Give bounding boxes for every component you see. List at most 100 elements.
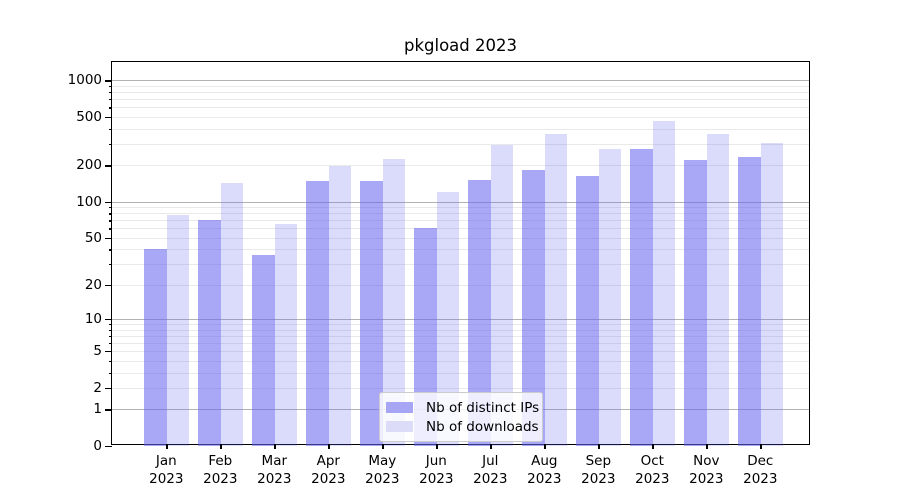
legend-label-distinct-ips: Nb of distinct IPs: [426, 399, 540, 416]
minor-gridline: [112, 329, 809, 331]
y-minor-tick: [108, 143, 112, 146]
bar-distinct-ips-may: [360, 181, 383, 446]
bar-downloads-jun: [436, 191, 460, 446]
y-minor-tick: [108, 128, 112, 130]
bar-downloads-mar: [274, 224, 298, 446]
major-gridline: [112, 80, 809, 82]
y-minor-tick: [108, 92, 112, 94]
minor-gridline: [112, 342, 809, 344]
major-gridline: [112, 201, 809, 203]
minor-gridline: [112, 284, 809, 286]
minor-gridline: [112, 220, 809, 222]
legend-swatch-downloads: [386, 421, 413, 432]
major-gridline: [112, 319, 809, 321]
bar-downloads-jan: [166, 214, 190, 446]
x-tick: [490, 444, 492, 449]
legend-label-downloads: Nb of downloads: [426, 418, 539, 435]
x-tick-label: Jan 2023: [149, 453, 184, 487]
y-tick-label: 50: [84, 229, 102, 246]
y-minor-tick: [108, 85, 112, 88]
x-tick-label: Apr 2023: [311, 453, 346, 487]
x-tick: [436, 444, 438, 449]
y-tick: [105, 409, 112, 411]
y-tick-label: 2: [93, 379, 102, 396]
minor-gridline: [112, 128, 809, 130]
minor-gridline: [112, 360, 809, 362]
x-tick: [652, 444, 654, 449]
y-tick: [105, 201, 112, 203]
y-tick: [105, 351, 112, 353]
bar-downloads-feb: [220, 183, 244, 446]
minor-gridline: [112, 351, 809, 353]
y-minor-tick: [108, 360, 112, 363]
x-tick-label: Oct 2023: [635, 453, 670, 487]
minor-gridline: [112, 387, 809, 389]
y-tick-label: 100: [76, 193, 102, 210]
bar-downloads-may: [382, 159, 406, 446]
y-minor-tick: [108, 324, 112, 326]
x-tick-label: Mar 2023: [257, 453, 292, 487]
y-minor-tick: [108, 107, 112, 109]
minor-gridline: [112, 237, 809, 239]
legend-item-distinct-ips: Nb of distinct IPs: [386, 398, 540, 417]
x-tick: [166, 444, 168, 449]
minor-gridline: [112, 143, 809, 145]
chart-title: pkgload 2023: [403, 36, 517, 55]
y-minor-tick: [108, 207, 112, 209]
minor-gridline: [112, 116, 809, 118]
minor-gridline: [112, 165, 809, 167]
minor-gridline: [112, 372, 809, 374]
y-tick-label: 500: [76, 108, 102, 125]
bar-distinct-ips-feb: [198, 220, 221, 446]
x-tick-label: Jun 2023: [419, 453, 454, 487]
bar-distinct-ips-jun: [414, 227, 437, 446]
y-minor-tick: [108, 372, 112, 374]
x-tick: [760, 444, 762, 449]
x-tick-label: Sep 2023: [581, 453, 616, 487]
y-minor-tick: [108, 249, 112, 251]
y-minor-tick: [108, 99, 112, 101]
y-minor-tick: [108, 264, 112, 266]
y-tick-label: 0: [93, 438, 102, 454]
minor-gridline: [112, 99, 809, 101]
minor-gridline: [112, 85, 809, 87]
minor-gridline: [112, 335, 809, 337]
bar-downloads-jul: [490, 144, 514, 446]
y-minor-tick: [108, 335, 112, 338]
y-minor-tick: [108, 213, 112, 215]
y-minor-tick: [108, 228, 112, 230]
bar-downloads-oct: [652, 120, 676, 446]
bar-distinct-ips-nov: [684, 160, 707, 446]
x-tick-label: Nov 2023: [689, 453, 724, 487]
bar-downloads-aug: [544, 134, 568, 446]
minor-gridline: [112, 207, 809, 209]
y-tick-label: 10: [84, 311, 102, 328]
bar-distinct-ips-apr: [306, 181, 329, 446]
y-tick-label: 20: [84, 276, 102, 293]
x-tick: [382, 444, 384, 449]
x-tick: [328, 444, 330, 449]
y-tick: [105, 80, 112, 82]
y-minor-tick: [108, 220, 112, 222]
y-tick-label: 1000: [67, 72, 102, 89]
bar-downloads-apr: [328, 166, 352, 446]
x-tick-label: May 2023: [365, 453, 400, 487]
bar-distinct-ips-sep: [576, 175, 599, 446]
bar-distinct-ips-aug: [522, 169, 545, 446]
bar-distinct-ips-dec: [738, 156, 761, 446]
minor-gridline: [112, 324, 809, 326]
legend-swatch-distinct-ips: [386, 402, 413, 413]
x-tick: [706, 444, 708, 449]
minor-gridline: [112, 92, 809, 94]
y-tick: [105, 237, 112, 240]
plot-area: 1000 500 200 100 50 20 10 5 2 1 0 Jan 2023 Feb 2023 Mar…: [68, 61, 810, 487]
y-tick: [105, 319, 112, 321]
x-tick-label: Dec 2023: [743, 453, 778, 487]
x-tick-label: Feb 2023: [203, 453, 238, 487]
y-tick: [105, 165, 112, 167]
y-tick: [105, 387, 112, 390]
y-tick: [105, 284, 112, 287]
y-minor-tick: [108, 329, 112, 331]
x-tick: [544, 444, 546, 449]
